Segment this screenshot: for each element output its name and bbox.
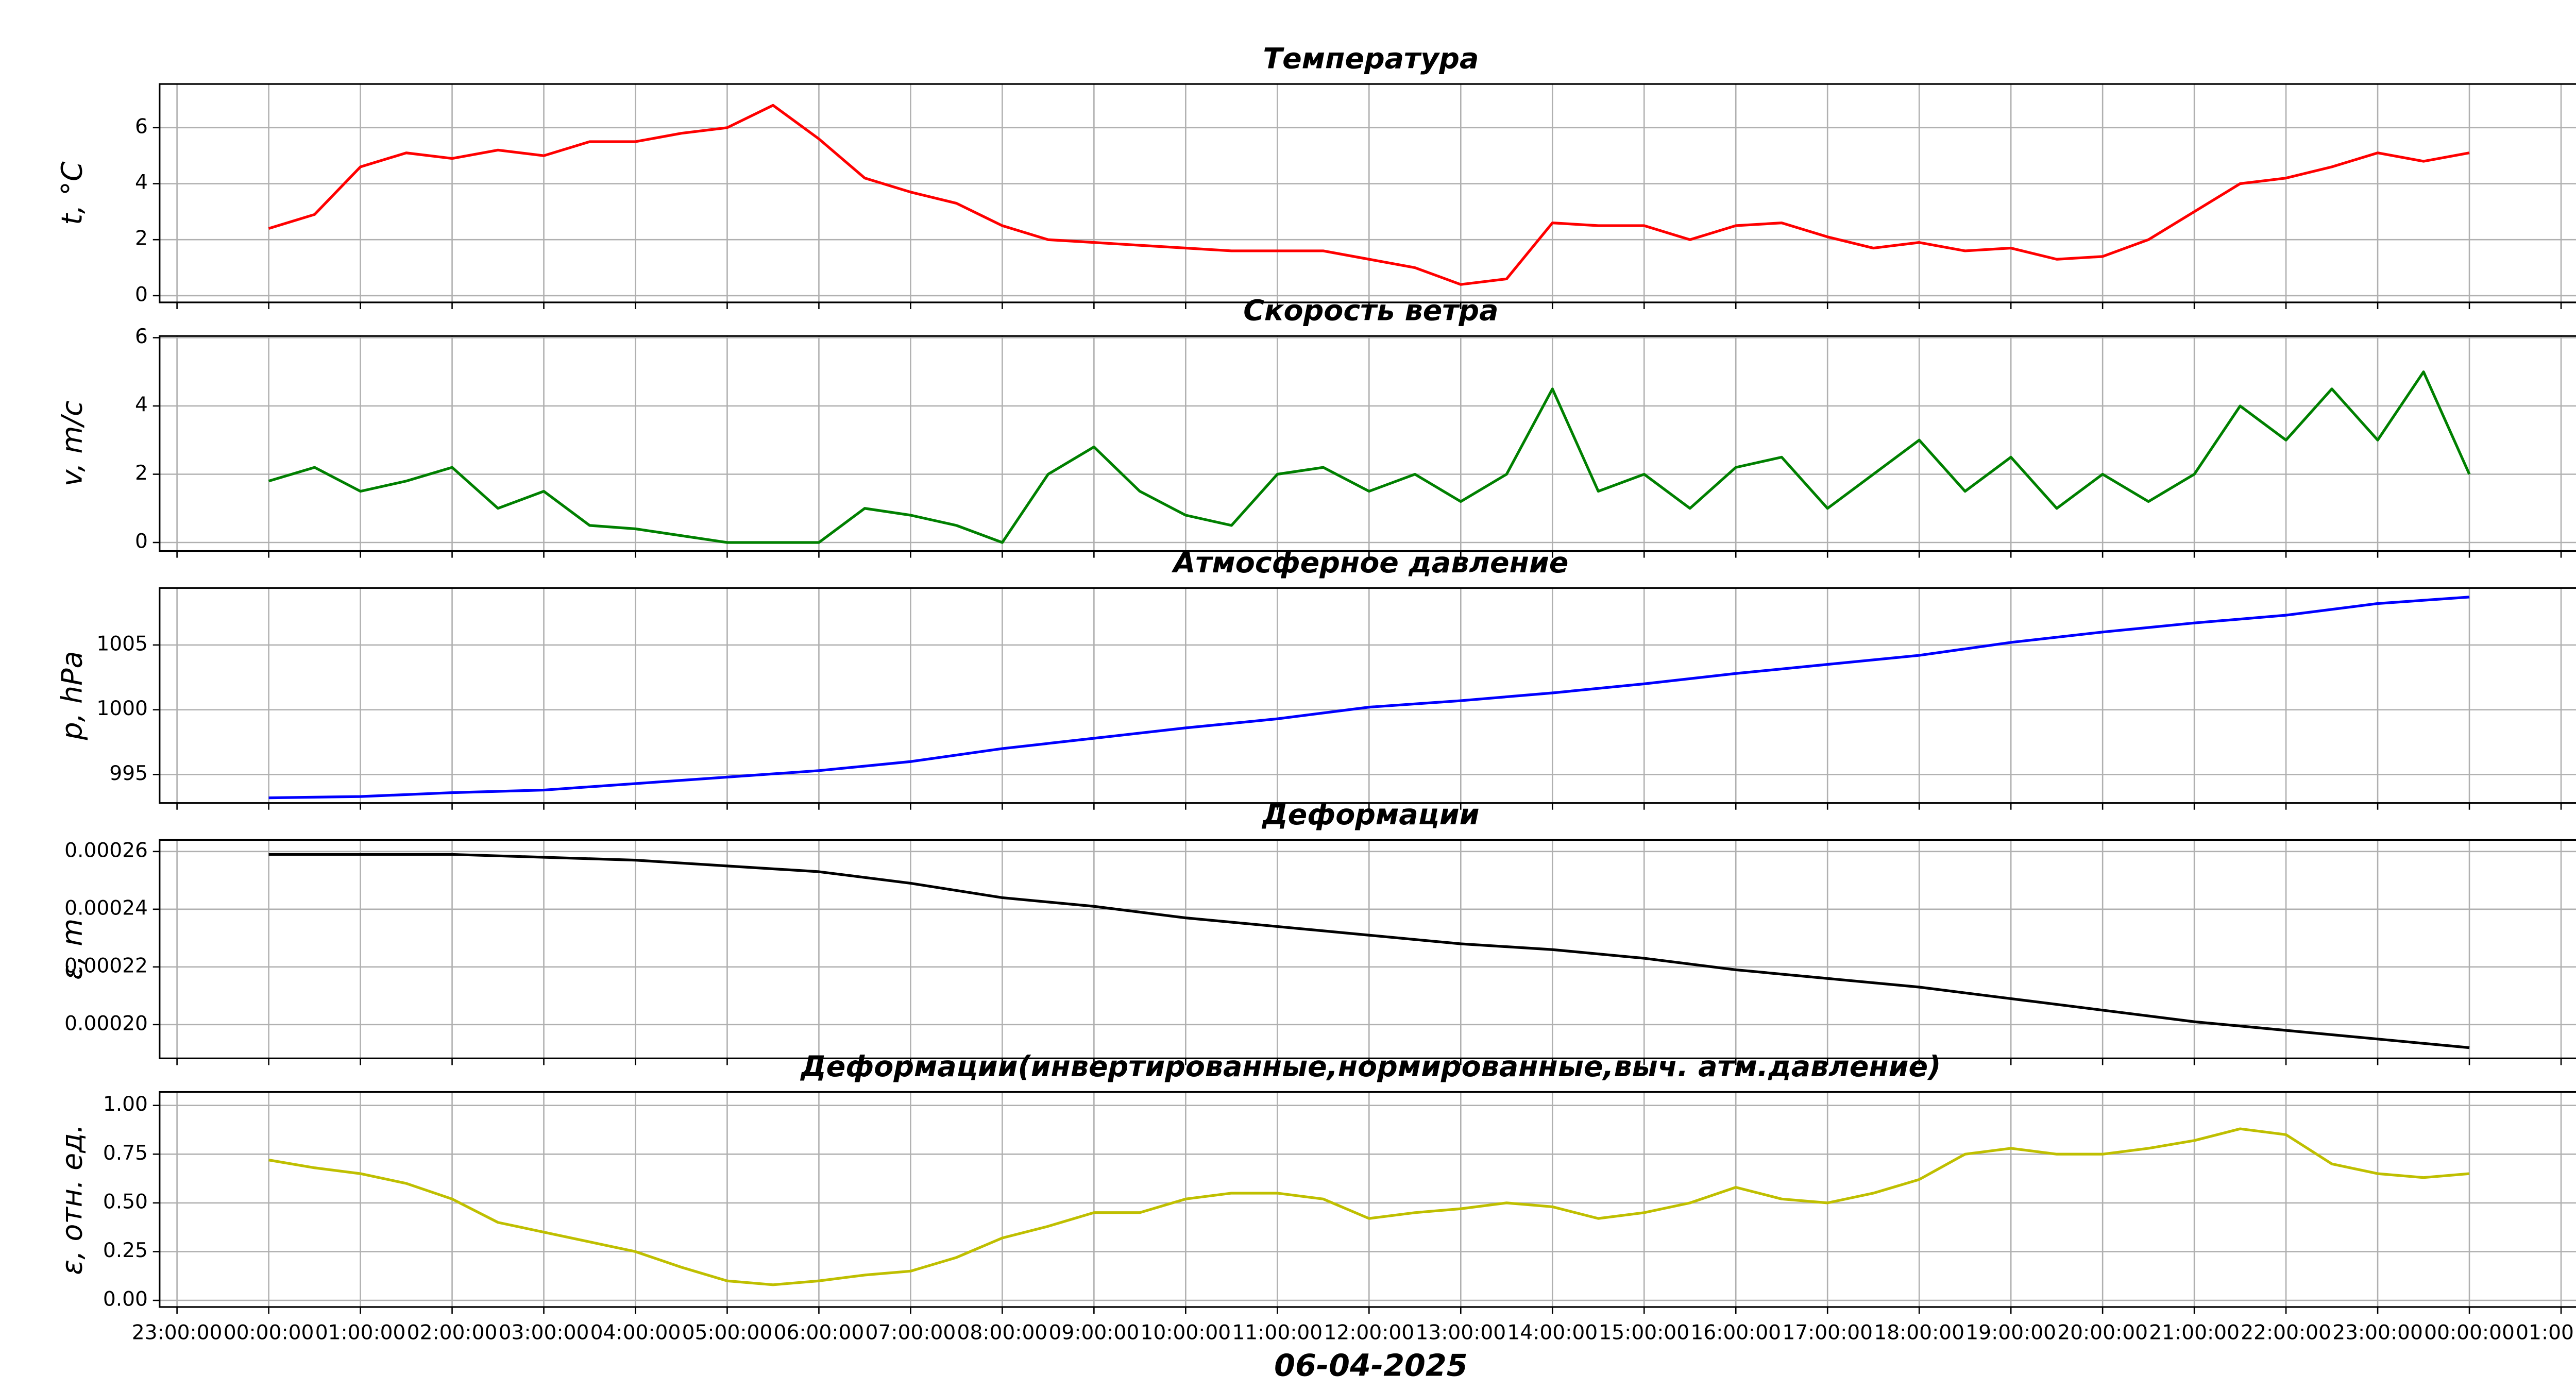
- y-axis-label: t, °C: [56, 161, 89, 225]
- y-tick-label: 0.00022: [64, 954, 148, 977]
- x-tick-label: 05:00:00: [682, 1321, 773, 1345]
- x-tick-label: 03:00:00: [499, 1321, 589, 1345]
- chart-title: Скорость ветра: [1243, 295, 1498, 328]
- plot-frame: [159, 839, 2576, 1059]
- chart-title: Деформации: [1261, 799, 1479, 832]
- x-tick-label: 00:00:00: [2424, 1321, 2515, 1345]
- plot-frame: [159, 335, 2576, 552]
- x-tick-label: 00:00:00: [224, 1321, 314, 1345]
- plot-frame: [159, 1091, 2576, 1308]
- x-tick-label: 22:00:00: [2241, 1321, 2331, 1345]
- y-tick-label: 995: [109, 762, 148, 785]
- x-tick-label: 17:00:00: [1782, 1321, 1873, 1345]
- y-tick-label: 6: [135, 115, 148, 138]
- y-tick-label: 0.00026: [64, 839, 148, 862]
- y-tick-label: 0.50: [103, 1190, 148, 1213]
- x-tick-label: 06:00:00: [774, 1321, 865, 1345]
- y-tick-label: 2: [135, 227, 148, 250]
- y-tick-label: 0.00020: [64, 1012, 148, 1035]
- y-tick-label: 0.00024: [64, 896, 148, 920]
- x-tick-label: 08:00:00: [957, 1321, 1048, 1345]
- x-tick-label: 01:00:00: [2516, 1321, 2576, 1345]
- x-tick-label: 15:00:00: [1599, 1321, 1689, 1345]
- y-axis-label: ε, отн. ед.: [56, 1124, 89, 1275]
- x-tick-label: 23:00:00: [2332, 1321, 2423, 1345]
- y-tick-label: 0: [135, 283, 148, 306]
- series-line: [268, 853, 2470, 1049]
- y-tick-label: 4: [135, 171, 148, 194]
- x-tick-label: 19:00:00: [1965, 1321, 2056, 1345]
- x-tick-label: 20:00:00: [2057, 1321, 2148, 1345]
- x-tick-label: 07:00:00: [866, 1321, 956, 1345]
- plot-frame: [159, 83, 2576, 303]
- chart-title: Температура: [1263, 43, 1479, 76]
- x-tick-label: 14:00:00: [1507, 1321, 1598, 1345]
- chart-title: Атмосферное давление: [1171, 547, 1568, 580]
- x-tick-label: 04:00:00: [590, 1321, 681, 1345]
- x-tick-label: 13:00:00: [1415, 1321, 1506, 1345]
- series-line: [268, 370, 2471, 544]
- y-tick-label: 1000: [96, 697, 148, 720]
- y-tick-label: 2: [135, 462, 148, 485]
- series-line: [268, 104, 2470, 286]
- y-axis-label: p, hPa: [56, 651, 89, 741]
- y-tick-label: 4: [135, 393, 148, 416]
- y-axis-label: v, m/c: [56, 401, 89, 487]
- y-tick-label: 1.00: [103, 1093, 148, 1116]
- x-tick-label: 01:00:00: [315, 1321, 406, 1345]
- x-tick-label: 16:00:00: [1690, 1321, 1781, 1345]
- x-tick-label: 21:00:00: [2149, 1321, 2240, 1345]
- y-tick-label: 0: [135, 530, 148, 553]
- y-tick-label: 1005: [96, 632, 148, 655]
- series-line: [268, 596, 2470, 800]
- x-tick-label: 12:00:00: [1324, 1321, 1414, 1345]
- y-tick-label: 0.25: [103, 1239, 148, 1262]
- x-tick-label: 02:00:00: [407, 1321, 498, 1345]
- x-tick-label: 23:00:00: [132, 1321, 223, 1345]
- x-tick-label: 09:00:00: [1049, 1321, 1140, 1345]
- x-tick-label: 18:00:00: [1874, 1321, 1964, 1345]
- y-tick-label: 0.75: [103, 1142, 148, 1165]
- x-tick-label: 10:00:00: [1140, 1321, 1231, 1345]
- y-tick-label: 6: [135, 325, 148, 348]
- plot-frame: [159, 587, 2576, 804]
- x-axis-label: 06-04-2025: [1274, 1348, 1467, 1383]
- y-tick-label: 0.00: [103, 1288, 148, 1311]
- x-tick-label: 11:00:00: [1232, 1321, 1323, 1345]
- series-line: [268, 1127, 2470, 1286]
- y-axis-label: ε, m: [56, 919, 89, 980]
- chart-title: Деформации(инвертированные,нормированные…: [800, 1050, 1941, 1083]
